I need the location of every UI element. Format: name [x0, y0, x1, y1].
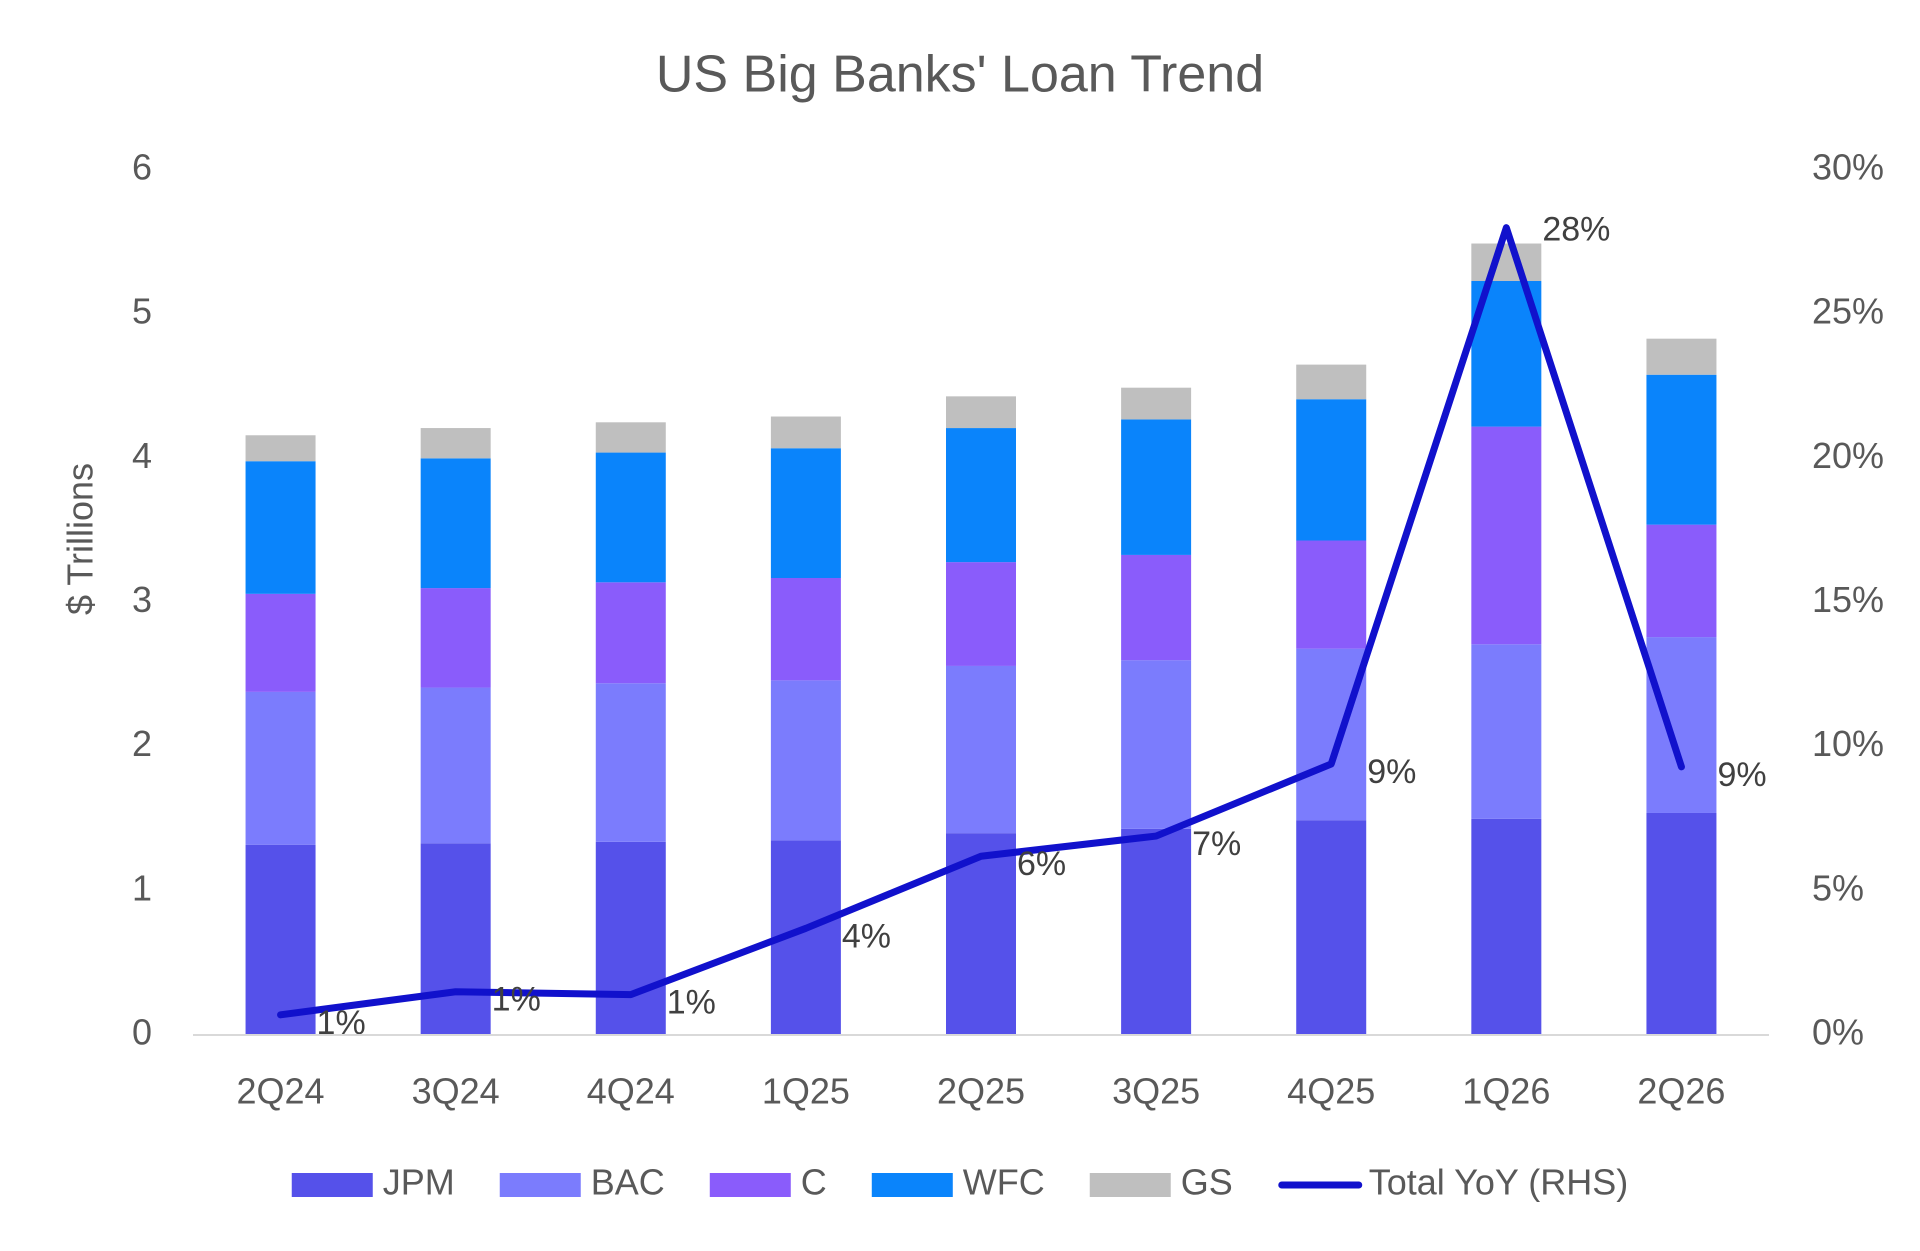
data-label: 9%	[1717, 756, 1766, 794]
bar-segment	[420, 428, 491, 459]
data-label: 9%	[1367, 753, 1416, 791]
bar-segment	[1646, 812, 1717, 1035]
bar-segment	[1296, 364, 1367, 400]
bar-segment	[770, 577, 841, 681]
y-axis-label: $ Trillions	[60, 463, 101, 615]
data-label: 1%	[317, 1004, 366, 1042]
bar-segment	[1471, 818, 1542, 1035]
x-tick-label: 1Q25	[762, 1071, 850, 1112]
chart-title: US Big Banks' Loan Trend	[656, 46, 1264, 104]
y-tick-label: 1	[132, 867, 152, 908]
data-label: 1%	[667, 984, 716, 1022]
bar-segment	[770, 680, 841, 841]
y-tick-label: 6	[132, 147, 152, 188]
legend-label: GS	[1181, 1162, 1233, 1203]
x-tick-label: 3Q24	[412, 1071, 500, 1112]
bar-segment	[245, 593, 316, 692]
legend-label: JPM	[383, 1162, 455, 1203]
legend-label: C	[801, 1162, 827, 1203]
bar-segment	[1471, 426, 1542, 645]
legend-swatch	[499, 1173, 581, 1197]
data-label: 7%	[1192, 825, 1241, 863]
bar-segment	[1471, 243, 1542, 282]
legend-swatch	[871, 1173, 953, 1197]
y2-tick-label: 15%	[1812, 579, 1884, 620]
y2-tick-label: 10%	[1812, 723, 1884, 764]
line-series	[277, 224, 1685, 1019]
bar-segment	[420, 843, 491, 1035]
bar-segment	[1646, 338, 1717, 375]
data-label: 6%	[1017, 845, 1066, 883]
y-tick-label: 2	[132, 723, 152, 764]
legend-swatch	[709, 1173, 791, 1197]
bar-segment	[770, 448, 841, 578]
bar-segment	[1296, 399, 1367, 541]
bar-segment	[1121, 660, 1192, 829]
legend-label: Total YoY (RHS)	[1369, 1162, 1628, 1203]
bar-segment	[245, 461, 316, 594]
bar-segment	[770, 416, 841, 449]
bar-segment	[595, 683, 666, 842]
legend-label: BAC	[591, 1162, 665, 1203]
bar-segment	[1296, 540, 1367, 649]
x-tick-label: 1Q26	[1462, 1071, 1550, 1112]
bar-segment	[245, 844, 316, 1035]
bar-segment	[946, 428, 1016, 563]
bar-segment	[595, 582, 666, 684]
bar-segment	[245, 691, 316, 845]
bar-segment	[595, 452, 666, 583]
legend-label: WFC	[963, 1162, 1045, 1203]
data-label: 1%	[492, 981, 541, 1019]
y2-tick-label: 25%	[1812, 291, 1884, 332]
x-tick-label: 4Q25	[1287, 1071, 1375, 1112]
x-tick-label: 2Q24	[237, 1071, 325, 1112]
x-tick-label: 2Q26	[1637, 1071, 1725, 1112]
y2-tick-label: 30%	[1812, 147, 1884, 188]
bar-segment	[420, 588, 491, 688]
bar-segment	[1121, 387, 1192, 420]
bar-segment	[946, 396, 1016, 429]
bar-segment	[1121, 828, 1192, 1035]
y2-tick-label: 5%	[1812, 867, 1864, 908]
y-tick-label: 0	[132, 1012, 152, 1053]
bar-segment	[1121, 419, 1192, 555]
y2-tick-label: 0%	[1812, 1012, 1864, 1053]
x-tick-label: 3Q25	[1112, 1071, 1200, 1112]
y-tick-label: 5	[132, 291, 152, 332]
legend-swatch	[1089, 1173, 1171, 1197]
bar-segment	[1471, 644, 1542, 819]
y-tick-label: 4	[132, 435, 152, 476]
bar-segment	[1121, 554, 1192, 661]
bar-segment	[1296, 820, 1367, 1035]
bar-segment	[595, 422, 666, 453]
y2-tick-label: 20%	[1812, 435, 1884, 476]
data-label: 28%	[1542, 211, 1610, 249]
y-tick-label: 3	[132, 579, 152, 620]
bar-segment	[245, 435, 316, 462]
bar-segment	[1646, 374, 1717, 525]
bar-segment	[420, 687, 491, 844]
bar-segment	[420, 458, 491, 589]
bar-segment	[946, 665, 1016, 834]
x-tick-label: 4Q24	[587, 1071, 675, 1112]
bar-segment	[946, 562, 1016, 666]
bar-segment	[1646, 524, 1717, 638]
data-label: 4%	[842, 917, 891, 955]
bar-segment	[1296, 648, 1367, 821]
bar-segment	[1646, 637, 1717, 813]
x-tick-label: 2Q25	[937, 1071, 1025, 1112]
legend-swatch	[291, 1173, 373, 1197]
bar-segment	[595, 841, 666, 1035]
